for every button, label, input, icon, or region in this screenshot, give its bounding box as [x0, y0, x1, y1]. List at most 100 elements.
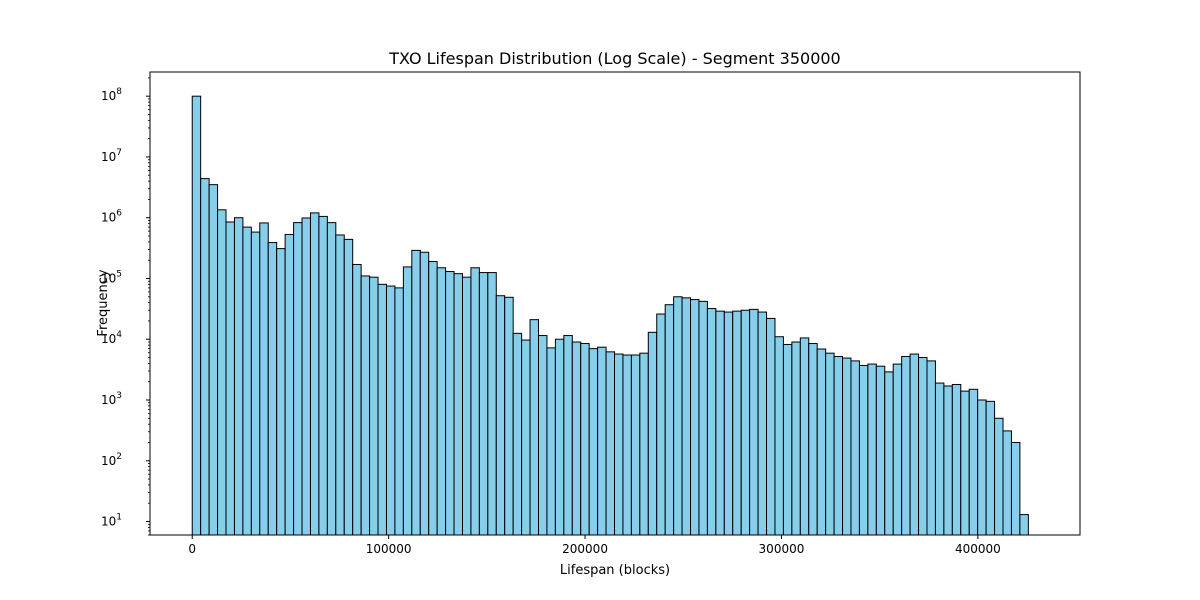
histogram-bar — [808, 343, 818, 536]
histogram-bar — [309, 212, 320, 536]
histogram-bar — [968, 388, 979, 536]
y-tick-label: 108 — [101, 87, 122, 103]
histogram-bar — [825, 352, 835, 536]
y-axis-label: Frequency — [96, 269, 111, 336]
histogram-bar — [1019, 514, 1029, 536]
histogram-bar — [934, 382, 945, 536]
histogram-bar — [690, 299, 700, 536]
y-tick-label: 106 — [101, 209, 122, 225]
histogram-bar — [250, 231, 261, 536]
histogram-bar — [529, 319, 539, 536]
histogram-bar — [301, 217, 311, 536]
histogram-bar — [833, 355, 844, 536]
histogram-bar — [436, 267, 447, 536]
histogram-bar — [538, 335, 548, 536]
y-tick-exponent: 1 — [116, 513, 122, 523]
histogram-bar — [470, 267, 480, 536]
histogram-bar — [791, 341, 801, 536]
histogram-bar — [782, 343, 793, 536]
y-tick-label: 102 — [101, 452, 122, 468]
histogram-bar — [867, 363, 877, 536]
histogram-bar — [191, 95, 202, 536]
histogram-bar — [377, 283, 387, 536]
plot-frame — [149, 71, 1081, 536]
histogram-bar — [267, 242, 278, 536]
histogram-bar — [461, 276, 472, 536]
histogram-bar — [715, 310, 725, 536]
histogram-bar — [276, 248, 286, 536]
histogram-bar — [875, 365, 886, 536]
histogram-bar — [706, 308, 717, 536]
histogram-bar — [326, 222, 337, 536]
histogram-bar — [588, 348, 599, 536]
histogram-bar — [994, 417, 1004, 536]
histogram-bar — [842, 357, 852, 536]
histogram-bar — [850, 360, 860, 536]
histogram-bar — [681, 297, 692, 536]
histogram-bar — [318, 215, 328, 536]
histogram-bar — [614, 353, 624, 536]
histogram-bar — [1010, 441, 1021, 536]
histogram-bar — [656, 313, 666, 536]
histogram-bar — [960, 390, 970, 536]
histogram-bar — [428, 261, 438, 536]
histogram-bar — [521, 339, 531, 536]
histogram-bar — [892, 363, 903, 536]
histogram-bar — [225, 221, 235, 536]
histogram-bar — [926, 360, 936, 536]
histogram-bar — [554, 338, 565, 536]
histogram-bar — [766, 317, 776, 536]
y-tick-exponent: 8 — [116, 87, 122, 97]
histogram-bar — [622, 354, 632, 536]
histogram-bar — [478, 272, 489, 536]
x-tick-label: 200000 — [562, 542, 608, 556]
histogram-bar — [546, 347, 556, 536]
histogram-bar — [757, 311, 768, 536]
histogram-bar — [740, 309, 751, 536]
histogram-bar — [504, 296, 514, 536]
x-axis: 0 100000 200000 300000 400000 — [188, 535, 1001, 556]
histogram-bar — [698, 300, 708, 536]
x-tick-label: 0 — [188, 542, 196, 556]
histogram-bar — [233, 217, 244, 536]
histogram-bar — [597, 346, 607, 536]
histogram-bar — [901, 355, 911, 536]
histogram-bar — [293, 222, 303, 536]
histogram-bar — [977, 399, 987, 536]
histogram-bar — [1002, 430, 1012, 536]
histogram-bar — [647, 331, 658, 536]
histogram-bar — [571, 341, 582, 536]
histogram-bar — [732, 310, 742, 536]
y-tick-exponent: 4 — [116, 330, 122, 340]
histogram-bar — [394, 287, 404, 536]
x-tick-label: 100000 — [366, 542, 412, 556]
histogram-bar — [419, 251, 430, 536]
y-tick-exponent: 5 — [116, 269, 122, 279]
y-tick-exponent: 3 — [116, 391, 122, 401]
y-tick-label: 107 — [101, 148, 122, 164]
histogram-bar — [445, 271, 455, 536]
x-tick-label: 400000 — [955, 542, 1001, 556]
histogram-bar — [774, 336, 784, 536]
histogram-bar — [369, 276, 379, 536]
histogram-bar — [242, 226, 252, 536]
histogram-bar — [605, 351, 616, 536]
histogram-bar — [943, 385, 953, 536]
histogram-bar — [664, 304, 675, 536]
histogram-bar — [200, 178, 210, 536]
chart-title: TXO Lifespan Distribution (Log Scale) - … — [388, 49, 840, 68]
histogram-bar — [816, 348, 827, 536]
histogram-bar — [799, 337, 810, 536]
histogram-bar — [343, 238, 354, 536]
histogram-bar — [487, 272, 497, 536]
y-tick-exponent: 2 — [116, 452, 122, 462]
histogram-bar — [918, 357, 928, 536]
histogram-bar — [208, 184, 219, 536]
histogram-bar — [512, 332, 523, 536]
histogram-bar — [985, 400, 996, 536]
histogram-bar — [951, 383, 962, 536]
histogram-bar — [749, 308, 759, 536]
histogram-bar — [630, 354, 641, 536]
